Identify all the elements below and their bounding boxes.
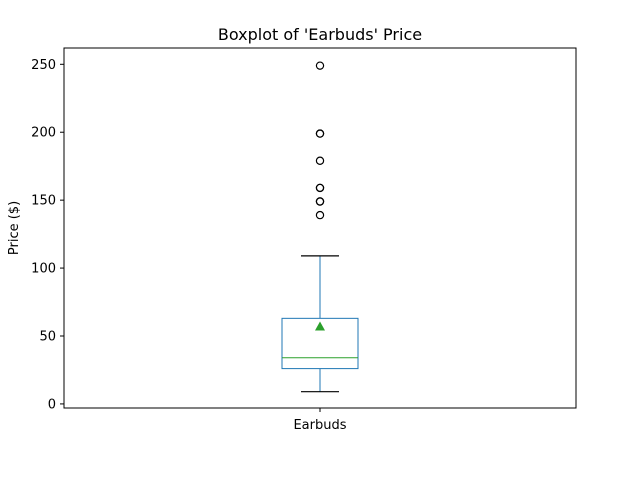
outlier-point [315,183,325,193]
chart-title: Boxplot of 'Earbuds' Price [218,25,422,44]
outlier-point [315,197,325,206]
y-axis-label: Price ($) [7,201,22,255]
outlier-point [315,156,325,165]
y-tick-label: 0 [48,397,56,412]
y-tick-label: 150 [31,194,56,209]
mean-marker [315,321,325,331]
y-tick-label: 200 [31,126,56,141]
outlier-point [315,210,325,220]
y-tick-label: 250 [31,58,56,73]
y-axis: 0 50 100 150 200 250 [31,58,64,412]
iqr-box [281,317,359,370]
outlier-point [315,129,325,138]
y-tick-label: 100 [31,262,56,277]
plot-area-frame [63,47,577,409]
x-axis: Earbuds [293,408,347,433]
box-series [281,61,359,393]
y-tick-label: 50 [39,330,56,345]
outlier-point [315,61,325,70]
x-tick-label: Earbuds [293,418,346,433]
